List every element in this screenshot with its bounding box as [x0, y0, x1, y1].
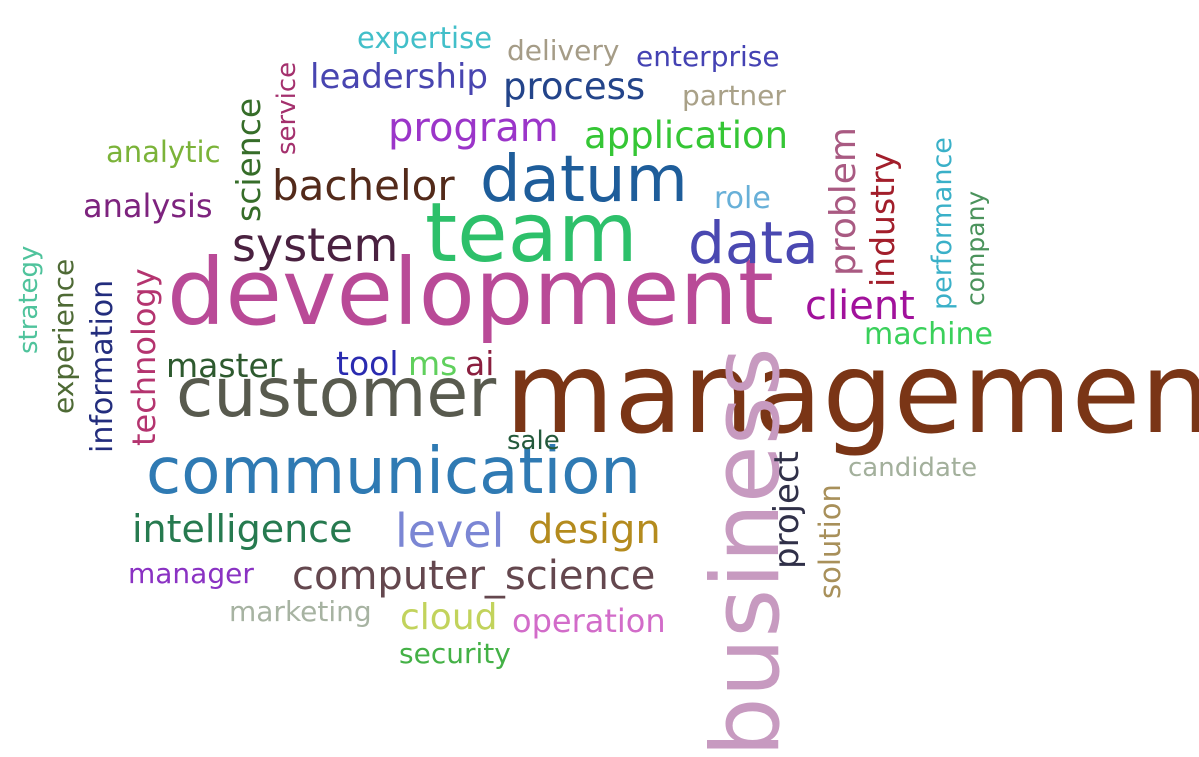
word-application: application — [584, 114, 789, 157]
word-solution: solution — [813, 484, 847, 599]
word-expertise: expertise — [357, 21, 493, 55]
word-communication: communication — [146, 435, 641, 509]
word-security: security — [399, 637, 511, 670]
word-master: master — [166, 346, 283, 385]
word-analytic: analytic — [106, 135, 221, 169]
word-team: team — [425, 186, 638, 281]
word-delivery: delivery — [507, 34, 620, 67]
word-customer: customer — [176, 354, 497, 433]
word-analysis: analysis — [83, 187, 213, 225]
word-design: design — [528, 507, 661, 553]
word-service: service — [272, 61, 302, 155]
word-computer-science: computer_science — [292, 553, 656, 599]
word-strategy: strategy — [14, 245, 44, 354]
word-ai: ai — [465, 344, 495, 383]
word-data: data — [688, 209, 819, 277]
word-company: company — [961, 190, 990, 306]
word-leadership: leadership — [310, 57, 488, 97]
word-partner: partner — [682, 79, 786, 112]
word-science: science — [229, 97, 268, 222]
word-performance: performance — [927, 137, 958, 310]
word-project: project — [767, 450, 807, 569]
word-marketing: marketing — [229, 595, 372, 628]
word-machine: machine — [864, 317, 993, 352]
word-ms: ms — [408, 344, 458, 383]
word-bachelor: bachelor — [272, 161, 455, 210]
word-intelligence: intelligence — [132, 507, 353, 551]
word-problem: problem — [823, 127, 864, 276]
word-industry: industry — [863, 151, 902, 287]
word-enterprise: enterprise — [636, 40, 780, 73]
word-client: client — [805, 283, 915, 329]
word-sale: sale — [507, 426, 560, 456]
word-program: program — [388, 105, 559, 151]
word-datum: datum — [480, 143, 688, 217]
word-management: management — [505, 329, 1199, 459]
word-cloud: cloud — [400, 597, 498, 638]
word-information: information — [85, 279, 120, 453]
word-manager: manager — [128, 557, 254, 590]
word-role: role — [714, 181, 771, 216]
word-experience: experience — [47, 258, 80, 414]
word-technology: technology — [125, 268, 163, 446]
word-process: process — [503, 65, 646, 108]
word-tool: tool — [336, 344, 399, 383]
word-development: development — [167, 239, 774, 346]
word-system: system — [232, 218, 399, 272]
word-candidate: candidate — [848, 453, 978, 483]
word-operation: operation — [512, 602, 666, 640]
word-level: level — [395, 504, 505, 558]
